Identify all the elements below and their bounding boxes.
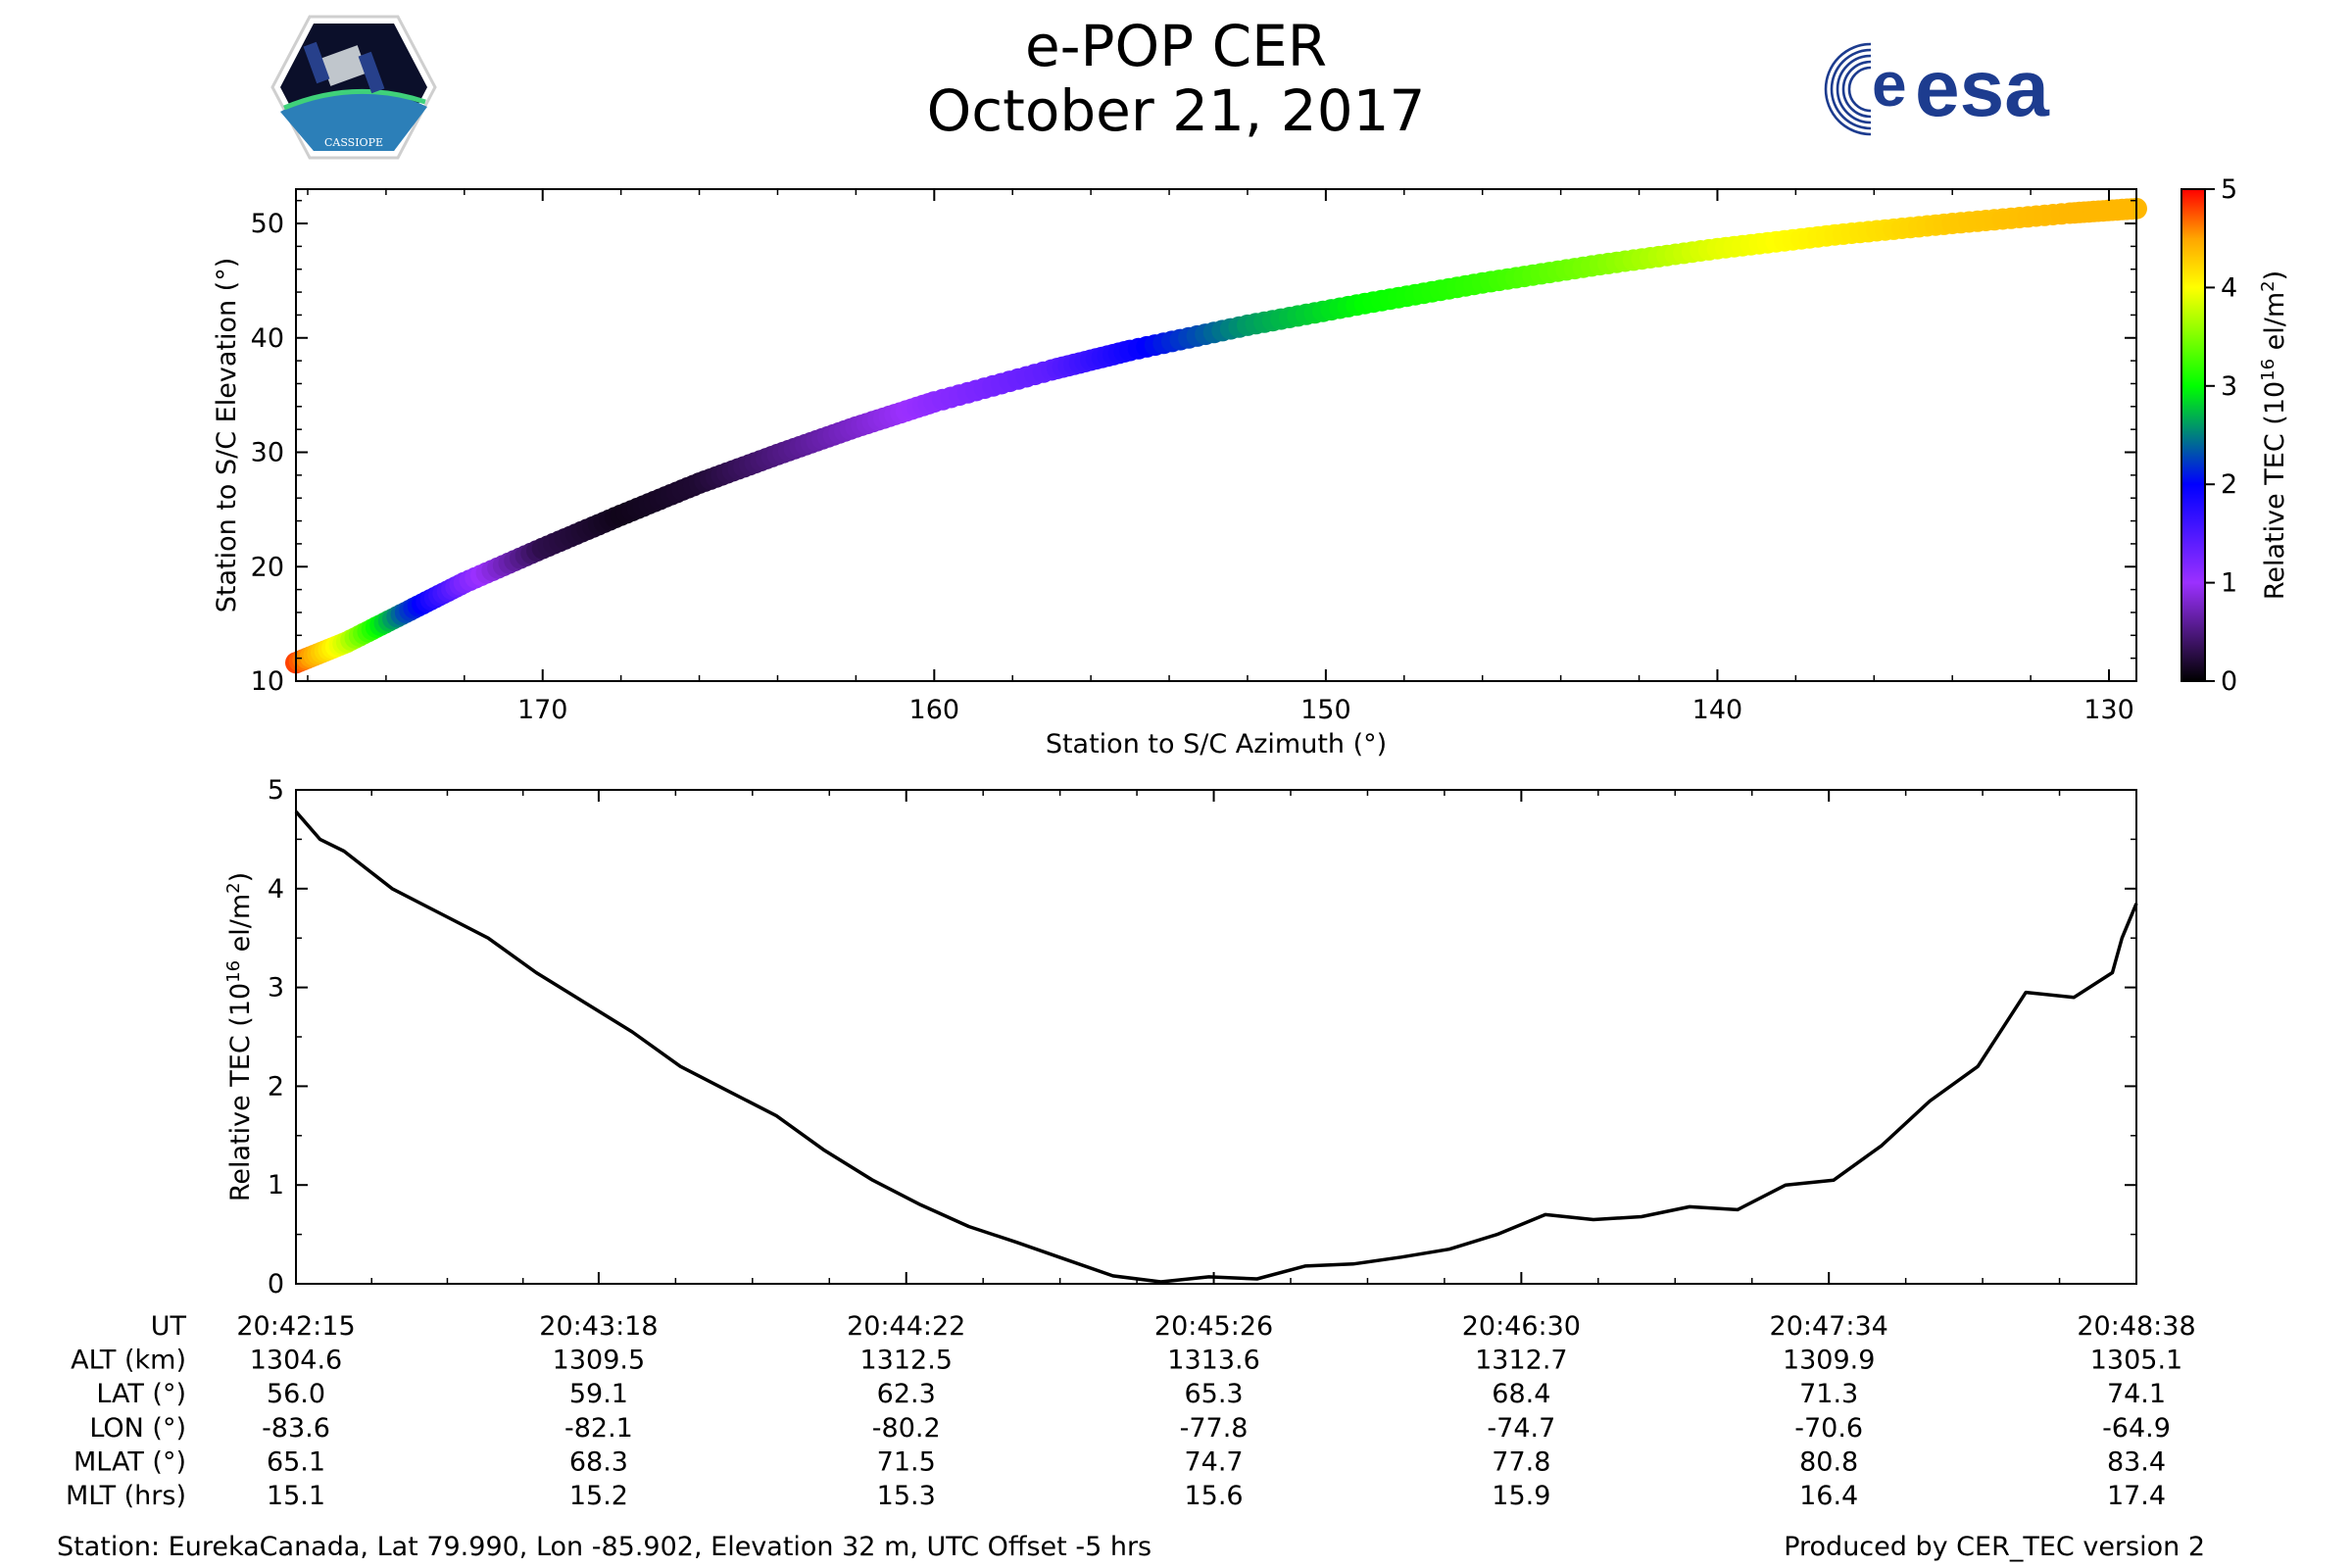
table-cell: -77.8 — [1180, 1413, 1249, 1444]
scatter-axes-frame — [295, 188, 2137, 682]
table-cell: 20:42:15 — [236, 1311, 355, 1342]
table-cell: 16.4 — [1799, 1481, 1858, 1511]
colorbar-label: Relative TEC (1016 el/m2) — [2258, 270, 2290, 600]
produced-by: Produced by CER_TEC version 2 — [1784, 1532, 2205, 1562]
line-axes-frame — [295, 789, 2137, 1285]
table-cell: 1313.6 — [1167, 1346, 1259, 1376]
table-row-label: ALT (km) — [71, 1346, 186, 1376]
esa-logo: e esa — [1824, 35, 2050, 143]
table-cell: 1309.5 — [553, 1346, 645, 1376]
table-cell: -80.2 — [872, 1413, 941, 1444]
table-row-label: LAT (°) — [96, 1379, 186, 1409]
station-info: Station: EurekaCanada, Lat 79.990, Lon -… — [57, 1532, 1152, 1562]
colorbar: 0 1 2 3 4 5 Relative TEC (1016 el/m2) — [2180, 174, 2290, 697]
table-cell: 17.4 — [2107, 1481, 2166, 1511]
table-cell: 62.3 — [877, 1379, 936, 1409]
scatter-y-tick-label: 10 — [251, 666, 284, 697]
scatter-panel: 170 160 150 140 130 10 20 30 40 50 Station to S/… — [212, 188, 2147, 760]
table-cell: 65.3 — [1184, 1379, 1243, 1409]
scatter-y-ticks: 10 20 30 40 50 — [251, 199, 2136, 697]
table-cell: -83.6 — [262, 1413, 330, 1444]
table-cell: 68.3 — [569, 1446, 628, 1477]
table-cell: 20:43:18 — [539, 1311, 658, 1342]
pass-info-table: UT 20:42:15 20:43:18 20:44:22 20:45:26 20:46:… — [66, 1311, 2196, 1511]
scatter-x-tick-label: 140 — [1692, 695, 1743, 725]
table-cell: 1304.6 — [250, 1346, 342, 1376]
table-cell: 74.7 — [1184, 1446, 1243, 1477]
table-cell: 65.1 — [267, 1446, 325, 1477]
colorbar-tick-label: 2 — [2221, 469, 2237, 500]
table-cell: 20:48:38 — [2077, 1311, 2195, 1342]
table-row-label: UT — [151, 1311, 187, 1342]
table-cell: -74.7 — [1487, 1413, 1555, 1444]
line-y-tick-label: 5 — [268, 775, 284, 806]
table-cell: -82.1 — [564, 1413, 633, 1444]
colorbar-tick-label: 3 — [2221, 371, 2237, 402]
logo-left-text: CASSIOPE — [324, 136, 383, 149]
table-cell: 74.1 — [2107, 1379, 2166, 1409]
cassiope-logo: CASSIOPE — [270, 15, 437, 160]
table-cell: 20:46:30 — [1462, 1311, 1581, 1342]
colorbar-tick-label: 4 — [2221, 272, 2237, 303]
table-cell: 83.4 — [2107, 1446, 2166, 1477]
line-y-tick-label: 1 — [268, 1170, 284, 1200]
table-cell: 1305.1 — [2090, 1346, 2182, 1376]
table-cell: 1312.7 — [1475, 1346, 1567, 1376]
table-row-label: LON (°) — [89, 1413, 186, 1444]
figure-title: e-POP CER — [1024, 13, 1328, 79]
line-y-tick-label: 4 — [268, 874, 284, 905]
scatter-y-tick-label: 40 — [251, 323, 284, 354]
table-cell: 1312.5 — [859, 1346, 952, 1376]
table-cell: -70.6 — [1794, 1413, 1863, 1444]
colorbar-tick-label: 5 — [2221, 174, 2237, 205]
table-cell: 71.5 — [877, 1446, 936, 1477]
table-cell: 20:45:26 — [1154, 1311, 1273, 1342]
line-y-tick-label: 2 — [268, 1071, 284, 1102]
colorbar-tick-label: 0 — [2221, 666, 2237, 697]
scatter-y-label: Station to S/C Elevation (°) — [212, 258, 242, 613]
scatter-points — [285, 197, 2147, 674]
table-cell: 15.3 — [877, 1481, 936, 1511]
scatter-y-tick-label: 50 — [251, 209, 284, 239]
table-row-label: MLAT (°) — [74, 1446, 186, 1477]
table-cell: 15.2 — [569, 1481, 628, 1511]
table-cell: 80.8 — [1799, 1446, 1858, 1477]
scatter-x-tick-label: 150 — [1300, 695, 1351, 725]
tec-line-panel: 0 1 2 3 4 5 Relative TEC (1016 el/m2) — [223, 775, 2138, 1299]
tec-series-line — [294, 810, 2138, 1284]
colorbar-gradient — [2180, 188, 2206, 682]
table-cell: 56.0 — [267, 1379, 325, 1409]
table-cell: 20:44:22 — [847, 1311, 965, 1342]
line-y-tick-label: 3 — [268, 973, 284, 1004]
scatter-x-tick-label: 130 — [2083, 695, 2134, 725]
table-cell: 1309.9 — [1783, 1346, 1875, 1376]
scatter-x-tick-label: 160 — [909, 695, 960, 725]
colorbar-tick-label: 1 — [2221, 568, 2237, 599]
line-x-ticks — [295, 790, 2137, 1284]
table-cell: 15.6 — [1184, 1481, 1243, 1511]
table-cell: 71.3 — [1799, 1379, 1858, 1409]
colorbar-ticks: 0 1 2 3 4 5 — [2205, 174, 2237, 697]
line-y-label: Relative TEC (1016 el/m2) — [223, 872, 256, 1201]
line-y-ticks: 0 1 2 3 4 5 — [268, 775, 2136, 1299]
table-cell: 15.9 — [1492, 1481, 1550, 1511]
line-y-tick-label: 0 — [268, 1269, 284, 1299]
scatter-y-tick-label: 20 — [251, 552, 284, 582]
svg-text:e: e — [1872, 49, 1907, 120]
table-cell: -64.9 — [2102, 1413, 2171, 1444]
scatter-x-ticks: 170 160 150 140 130 — [307, 189, 2134, 725]
table-cell: 59.1 — [569, 1379, 628, 1409]
esa-logo-text: esa — [1915, 44, 2050, 133]
scatter-x-label: Station to S/C Azimuth (°) — [1046, 729, 1387, 760]
table-cell: 68.4 — [1492, 1379, 1550, 1409]
table-row-label: MLT (hrs) — [66, 1481, 186, 1511]
table-cell: 15.1 — [267, 1481, 325, 1511]
table-cell: 77.8 — [1492, 1446, 1550, 1477]
table-cell: 20:47:34 — [1770, 1311, 1888, 1342]
scatter-y-tick-label: 30 — [251, 438, 284, 468]
figure-date: October 21, 2017 — [926, 77, 1426, 144]
scatter-x-tick-label: 170 — [517, 695, 568, 725]
